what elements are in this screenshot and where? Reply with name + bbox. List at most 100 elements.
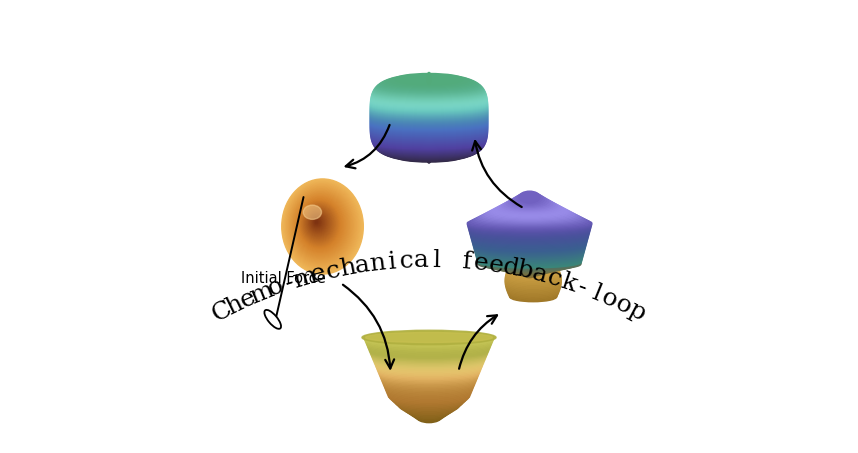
Ellipse shape [370,114,488,125]
Ellipse shape [370,111,488,123]
Ellipse shape [299,200,341,249]
Ellipse shape [472,215,588,227]
Ellipse shape [315,220,319,224]
Ellipse shape [506,269,560,279]
Ellipse shape [285,183,359,269]
Ellipse shape [386,149,472,160]
Ellipse shape [509,263,558,273]
Ellipse shape [505,273,561,283]
Text: k: k [557,270,579,296]
Ellipse shape [468,224,590,236]
Ellipse shape [470,228,589,240]
Ellipse shape [295,195,345,254]
Ellipse shape [292,191,350,259]
Ellipse shape [477,253,583,265]
Ellipse shape [372,87,486,98]
Ellipse shape [303,205,322,219]
Ellipse shape [515,265,544,277]
Ellipse shape [378,364,480,376]
Ellipse shape [505,280,561,290]
Ellipse shape [293,192,349,258]
Ellipse shape [405,404,453,416]
Ellipse shape [381,373,477,385]
Ellipse shape [477,254,582,266]
Ellipse shape [519,191,540,203]
Ellipse shape [370,106,488,118]
Ellipse shape [507,285,559,295]
Ellipse shape [378,145,480,156]
Ellipse shape [396,397,462,409]
Ellipse shape [370,120,488,131]
Ellipse shape [386,76,472,87]
Ellipse shape [310,213,326,232]
Ellipse shape [372,133,486,144]
Ellipse shape [468,222,590,234]
Ellipse shape [486,207,572,219]
Ellipse shape [299,201,339,247]
Ellipse shape [482,210,577,222]
Ellipse shape [470,229,589,241]
Ellipse shape [380,371,478,382]
Ellipse shape [290,189,353,262]
Ellipse shape [372,92,486,103]
Ellipse shape [474,242,585,254]
Ellipse shape [391,393,467,405]
Ellipse shape [371,130,487,142]
Text: a: a [529,261,550,287]
Ellipse shape [366,333,492,342]
Ellipse shape [502,200,557,212]
Ellipse shape [314,219,319,225]
Ellipse shape [370,105,488,116]
Ellipse shape [414,410,444,421]
Ellipse shape [510,260,557,270]
Ellipse shape [376,143,482,154]
Ellipse shape [368,341,490,353]
Ellipse shape [505,275,561,284]
Text: e: e [309,261,329,287]
Ellipse shape [471,232,588,244]
Ellipse shape [370,111,488,122]
Ellipse shape [288,187,354,265]
Ellipse shape [307,210,329,236]
Ellipse shape [285,183,360,270]
Ellipse shape [469,226,589,238]
Ellipse shape [490,260,569,272]
Ellipse shape [371,96,487,107]
Ellipse shape [385,383,473,395]
Text: a: a [414,249,429,272]
Ellipse shape [505,276,561,286]
Ellipse shape [313,218,320,226]
Ellipse shape [370,124,488,135]
Ellipse shape [372,351,486,362]
Ellipse shape [509,261,558,271]
Ellipse shape [264,310,281,329]
Ellipse shape [297,198,343,251]
Ellipse shape [374,83,484,95]
Ellipse shape [370,115,488,126]
Ellipse shape [468,218,592,230]
Ellipse shape [365,334,493,346]
Ellipse shape [395,151,463,162]
Ellipse shape [311,216,323,229]
Ellipse shape [370,104,488,115]
Ellipse shape [305,207,332,239]
Ellipse shape [281,179,363,274]
Ellipse shape [375,82,483,94]
Ellipse shape [489,206,571,218]
Ellipse shape [375,358,483,370]
Ellipse shape [364,332,494,343]
Ellipse shape [368,342,490,354]
Ellipse shape [372,135,486,146]
Ellipse shape [381,372,477,384]
Ellipse shape [370,102,488,114]
Ellipse shape [381,77,477,89]
Ellipse shape [376,82,482,93]
Text: e: e [486,253,505,278]
Ellipse shape [379,146,479,157]
Ellipse shape [484,260,575,271]
Ellipse shape [384,379,474,390]
Ellipse shape [372,137,486,148]
Ellipse shape [505,272,561,282]
Ellipse shape [478,212,581,223]
Ellipse shape [375,142,483,153]
